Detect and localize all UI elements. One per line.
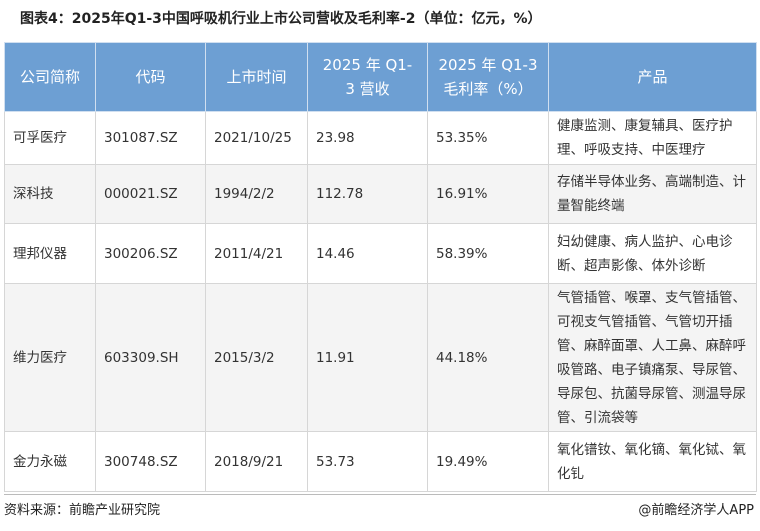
table-cell: 氧化镨钕、氧化镝、氧化铽、氧化钆 bbox=[548, 431, 757, 492]
table-cell: 维力医疗 bbox=[4, 283, 96, 432]
table-row: 可孚医疗 301087.SZ 2021/10/25 23.98 53.35% 健康监测、康… bbox=[4, 111, 757, 165]
table-cell: 妇幼健康、病人监护、心电诊断、超声影像、体外诊断 bbox=[548, 223, 757, 284]
header-row: 公司简称 代码 上市时间 2025 年 Q1-3 营收 2025 年 Q1-3 毛利率（… bbox=[4, 42, 757, 112]
table-body: 可孚医疗 301087.SZ 2021/10/25 23.98 53.35% 健康监测、康… bbox=[4, 111, 757, 492]
table-row: 理邦仪器 300206.SZ 2011/4/21 14.46 58.39% 妇幼健康、病人… bbox=[4, 223, 757, 284]
table-cell: 健康监测、康复辅具、医疗护理、呼吸支持、中医理疗 bbox=[548, 111, 757, 165]
table-cell: 53.73 bbox=[307, 431, 428, 492]
table-cell: 603309.SH bbox=[95, 283, 206, 432]
table-cell: 300206.SZ bbox=[95, 223, 206, 284]
table-cell: 14.46 bbox=[307, 223, 428, 284]
table-row: 维力医疗 603309.SH 2015/3/2 11.91 44.18% 气管插管、喉罩、… bbox=[4, 283, 757, 432]
table-cell: 2018/9/21 bbox=[205, 431, 308, 492]
table-cell: 16.91% bbox=[427, 164, 549, 224]
divider bbox=[4, 494, 756, 495]
table-head: 公司简称 代码 上市时间 2025 年 Q1-3 营收 2025 年 Q1-3 毛利率（… bbox=[4, 42, 757, 112]
table-cell: 2015/3/2 bbox=[205, 283, 308, 432]
table-cell: 金力永磁 bbox=[4, 431, 96, 492]
table-cell: 11.91 bbox=[307, 283, 428, 432]
table-cell: 存储半导体业务、高端制造、计量智能终端 bbox=[548, 164, 757, 224]
table-cell: 23.98 bbox=[307, 111, 428, 165]
table-cell: 理邦仪器 bbox=[4, 223, 96, 284]
table-cell: 000021.SZ bbox=[95, 164, 206, 224]
table-cell: 1994/2/2 bbox=[205, 164, 308, 224]
brand: @前瞻经济学人APP bbox=[638, 503, 754, 518]
table-cell: 301087.SZ bbox=[95, 111, 206, 165]
column-header: 公司简称 bbox=[4, 42, 96, 112]
table-cell: 2021/10/25 bbox=[205, 111, 308, 165]
column-header: 2025 年 Q1-3 毛利率（%） bbox=[427, 42, 549, 112]
table-cell: 53.35% bbox=[427, 111, 549, 165]
column-header: 产品 bbox=[548, 42, 757, 112]
table-row: 金力永磁 300748.SZ 2018/9/21 53.73 19.49% 氧化镨钕、氧化… bbox=[4, 431, 757, 492]
source-note: 资料来源：前瞻产业研究院 bbox=[4, 503, 161, 518]
table-cell: 58.39% bbox=[427, 223, 549, 284]
table-cell: 可孚医疗 bbox=[4, 111, 96, 165]
table-cell: 气管插管、喉罩、支气管插管、可视支气管插管、气管切开插管、麻醉面罩、人工鼻、麻醉… bbox=[548, 283, 757, 432]
table-cell: 44.18% bbox=[427, 283, 549, 432]
table-cell: 19.49% bbox=[427, 431, 549, 492]
column-header: 上市时间 bbox=[205, 42, 308, 112]
table-cell: 深科技 bbox=[4, 164, 96, 224]
table-cell: 2011/4/21 bbox=[205, 223, 308, 284]
column-header: 代码 bbox=[95, 42, 206, 112]
column-header: 2025 年 Q1-3 营收 bbox=[307, 42, 428, 112]
table-cell: 300748.SZ bbox=[95, 431, 206, 492]
data-table: 公司简称 代码 上市时间 2025 年 Q1-3 营收 2025 年 Q1-3 毛利率（… bbox=[4, 42, 757, 492]
table-row: 深科技 000021.SZ 1994/2/2 112.78 16.91% 存储半导体业务、… bbox=[4, 164, 757, 224]
table-cell: 112.78 bbox=[307, 164, 428, 224]
title: 图表4：2025年Q1-3中国呼吸机行业上市公司营收及毛利率-2（单位：亿元，%… bbox=[20, 11, 542, 27]
